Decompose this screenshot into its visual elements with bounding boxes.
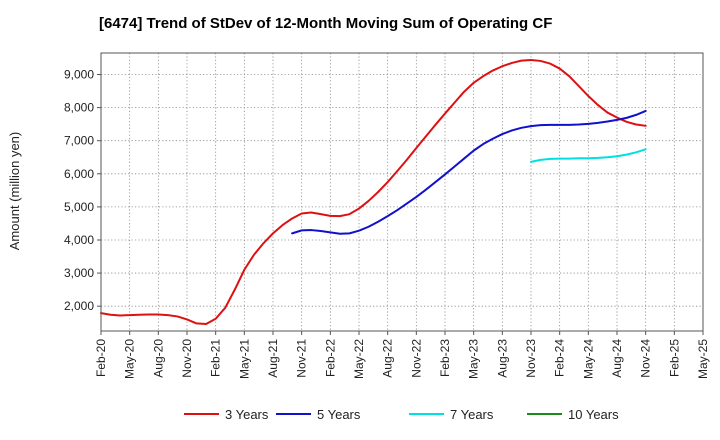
y-tick-label: 5,000 xyxy=(64,200,94,214)
y-axis-label: Amount (million yen) xyxy=(7,132,22,251)
plot-area xyxy=(101,53,703,331)
x-tick-label: Aug-22 xyxy=(381,339,395,378)
x-tick-label: May-21 xyxy=(237,339,251,379)
y-axis-ticks: 2,000 3,000 4,000 5,000 6,000 7,000 8,000 9,000 xyxy=(64,68,101,313)
series-line-5-years xyxy=(291,109,647,235)
x-tick-label: Nov-22 xyxy=(409,339,423,378)
legend-label-7-years: 7 Years xyxy=(450,407,494,422)
series-layer xyxy=(100,58,647,326)
x-tick-label: Feb-21 xyxy=(209,339,223,377)
x-tick-label: Feb-20 xyxy=(94,339,108,377)
x-tick-label: Nov-20 xyxy=(180,339,194,378)
chart-title: [6474] Trend of StDev of 12-Month Moving… xyxy=(99,15,552,32)
legend: 3 Years 5 Years 7 Years 10 Years xyxy=(184,407,619,422)
y-tick-label: 9,000 xyxy=(64,68,94,82)
x-tick-label: May-22 xyxy=(352,339,366,379)
x-tick-label: Feb-24 xyxy=(553,339,567,377)
x-tick-label: May-25 xyxy=(696,339,710,379)
plot-background xyxy=(101,53,703,331)
x-tick-label: Aug-23 xyxy=(495,339,509,378)
x-tick-label: May-24 xyxy=(581,339,595,379)
x-tick-label: Feb-22 xyxy=(323,339,337,377)
plot-frame xyxy=(100,52,704,332)
plot-border xyxy=(100,52,704,332)
x-axis-ticks: Feb-20 May-20 Aug-20 Nov-20 Feb-21 May-21 Aug-… xyxy=(94,331,710,379)
legend-label-5-years: 5 Years xyxy=(317,407,361,422)
y-tick-label: 2,000 xyxy=(64,299,94,313)
x-tick-label: Nov-24 xyxy=(639,339,653,378)
x-tick-label: Feb-23 xyxy=(438,339,452,377)
legend-label-3-years: 3 Years xyxy=(225,407,269,422)
y-tick-label: 7,000 xyxy=(64,134,94,148)
y-tick-label: 8,000 xyxy=(64,101,94,115)
series-line-7-years xyxy=(530,148,647,163)
x-tick-label: May-20 xyxy=(123,339,137,379)
y-tick-label: 4,000 xyxy=(64,233,94,247)
grid xyxy=(100,53,704,331)
x-tick-label: Nov-21 xyxy=(295,339,309,378)
x-tick-label: Aug-24 xyxy=(610,339,624,378)
x-tick-label: Aug-20 xyxy=(151,339,165,378)
y-tick-label: 3,000 xyxy=(64,266,94,280)
y-tick-label: 6,000 xyxy=(64,167,94,181)
x-tick-label: Feb-25 xyxy=(667,339,681,377)
series-line-3-years xyxy=(100,58,647,326)
legend-label-10-years: 10 Years xyxy=(568,407,619,422)
x-tick-label: Aug-21 xyxy=(266,339,280,378)
x-tick-label: Nov-23 xyxy=(524,339,538,378)
x-tick-label: May-23 xyxy=(467,339,481,379)
